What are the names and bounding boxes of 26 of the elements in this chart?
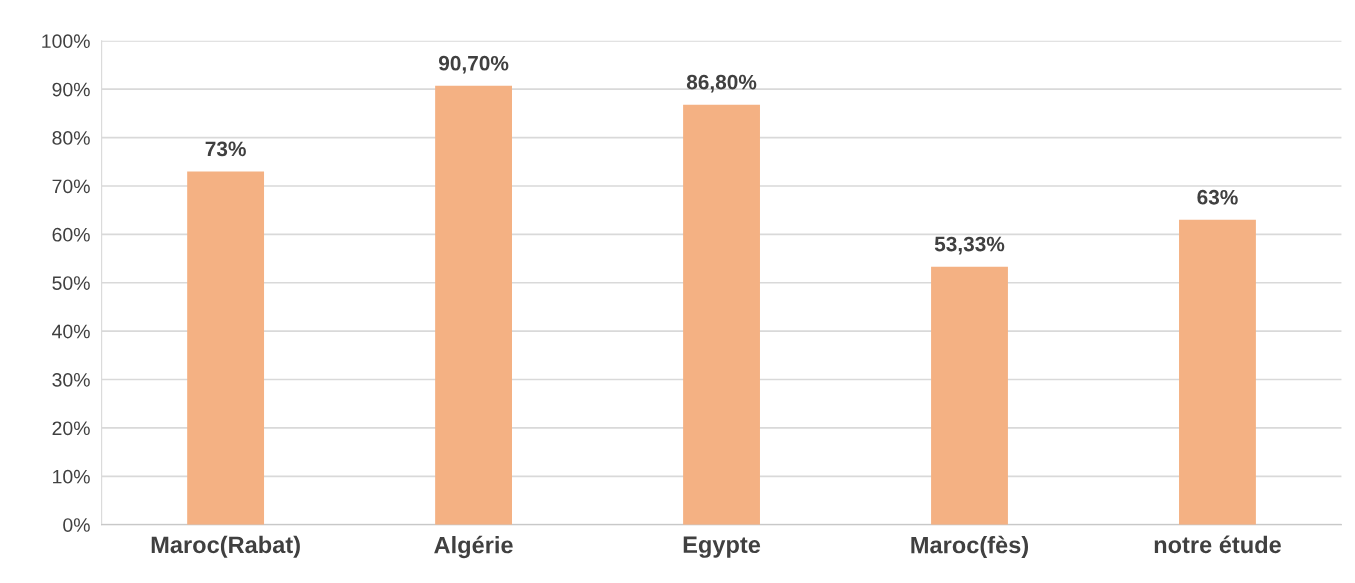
y-tick-label: 70% xyxy=(52,179,90,194)
x-tick-label: Algérie xyxy=(434,535,513,559)
y-tick-label: 50% xyxy=(52,276,90,290)
x-tick-label: Maroc(Rabat) xyxy=(151,535,300,558)
bar xyxy=(931,266,1008,525)
y-tick-label: 10% xyxy=(53,469,90,484)
bar xyxy=(683,104,760,525)
data-label: 90,70% xyxy=(438,55,509,74)
y-tick-label: 60% xyxy=(52,227,90,242)
y-tick-label: 30% xyxy=(52,373,90,387)
data-label: 63% xyxy=(1197,189,1238,205)
y-tick-label: 80% xyxy=(52,131,90,145)
data-label: 86,80% xyxy=(686,74,757,93)
bar xyxy=(187,171,265,525)
y-tick-label: 40% xyxy=(52,324,90,339)
data-label: 53,33% xyxy=(934,236,1005,255)
data-label: 73% xyxy=(205,141,246,157)
y-tick-label: 100% xyxy=(42,34,90,49)
x-tick-label: Maroc(fès) xyxy=(911,535,1029,559)
y-tick-label: 0% xyxy=(63,518,90,532)
x-tick-label: Egypte xyxy=(683,536,761,558)
x-tick-label: notre étude xyxy=(1154,535,1281,554)
bar xyxy=(435,85,513,525)
y-tick-label: 20% xyxy=(52,421,90,436)
bar xyxy=(1179,219,1256,525)
y-tick-label: 90% xyxy=(52,82,90,97)
